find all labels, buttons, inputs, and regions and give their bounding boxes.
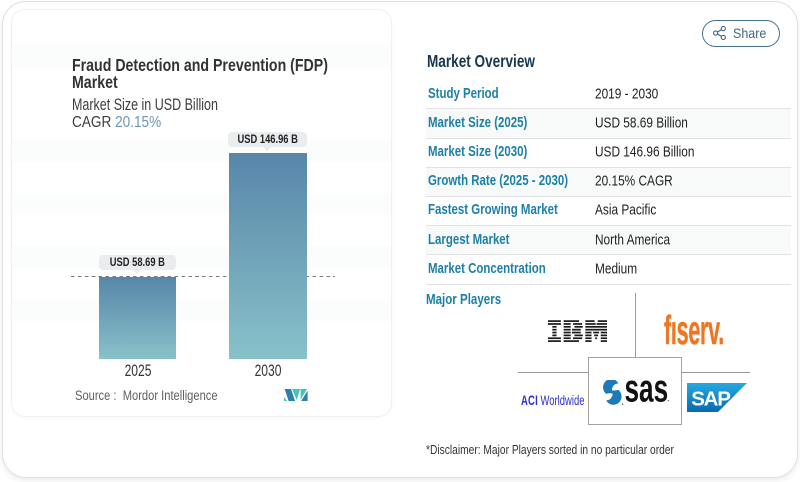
svg-text:sas: sas	[625, 380, 669, 406]
svg-text:SAP: SAP	[691, 388, 730, 411]
